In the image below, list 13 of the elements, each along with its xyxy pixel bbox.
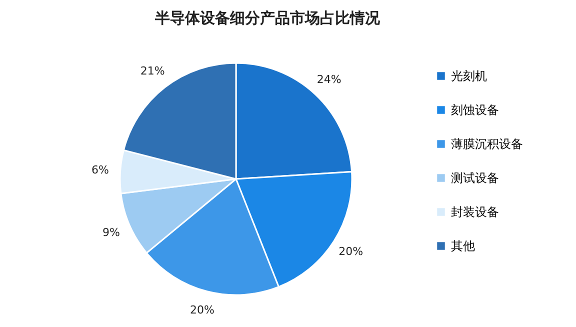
legend-label: 薄膜沉积设备 [451,137,523,151]
legend-label: 刻蚀设备 [451,103,499,117]
data-label: 9% [102,226,120,240]
data-label: 20% [338,244,364,258]
data-label: 6% [92,163,109,176]
data-label: 24% [316,72,342,86]
chart-title: 半导体设备细分产品市场占比情况 [154,9,381,27]
legend-label: 测试设备 [451,171,499,185]
data-label: 20% [190,304,214,317]
legend-label: 封装设备 [451,205,499,219]
legend-label: 光刻机 [451,69,487,83]
data-label: 21% [140,64,165,78]
legend-label: 其他 [451,239,475,253]
